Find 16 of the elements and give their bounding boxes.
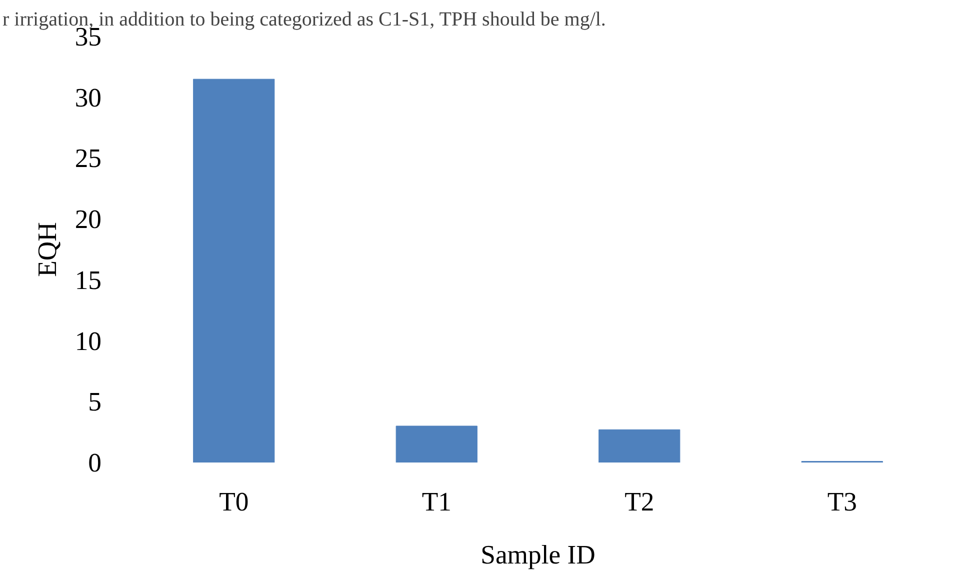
x-tick-label: T1 (422, 486, 452, 516)
x-tick-label: T3 (827, 486, 857, 516)
y-tick-label: 5 (88, 386, 102, 417)
bar (598, 429, 680, 462)
x-tick-label: T2 (624, 486, 654, 516)
y-tick-label: 10 (74, 326, 102, 356)
bar (396, 426, 478, 462)
y-axis-title: EQH (32, 222, 62, 277)
y-tick-label: 25 (74, 143, 102, 174)
y-tick-label: 15 (74, 264, 102, 295)
x-tick-label: T0 (219, 486, 249, 516)
y-tick-label: 20 (74, 204, 102, 234)
x-axis-title: Sample ID (480, 540, 596, 570)
y-tick-label: 0 (88, 448, 102, 478)
bar (193, 78, 275, 462)
y-tick-label: 30 (74, 82, 102, 112)
